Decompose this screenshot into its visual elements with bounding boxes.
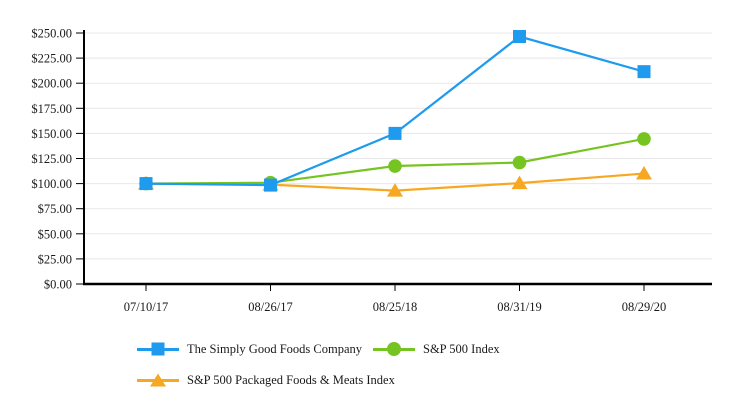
data-point-square-the-simply-good-foods-company	[513, 30, 526, 44]
y-axis-tick-label: $75.00	[38, 202, 72, 216]
data-point-triangle-s-p-500-packaged-foods-meats-index	[636, 166, 652, 180]
y-axis-tick-label: $250.00	[31, 27, 72, 41]
y-axis-tick-label: $50.00	[38, 227, 72, 241]
x-axis-tick-label: 07/10/17	[124, 300, 168, 314]
legend-label-simply-good-foods: The Simply Good Foods Company	[187, 341, 363, 356]
data-point-square-the-simply-good-foods-company	[388, 126, 402, 140]
legend-item-sp500: S&P 500 Index	[373, 340, 500, 358]
data-point-circle-s-p-500-index	[512, 155, 527, 170]
data-point-circle-s-p-500-index	[388, 159, 402, 173]
data-point-square-the-simply-good-foods-company	[139, 177, 153, 191]
legend-item-simply-good-foods: The Simply Good Foods Company	[137, 340, 362, 358]
legend-triangle-marker-icon	[137, 372, 179, 388]
legend-label-sp500: S&P 500 Index	[423, 341, 500, 356]
x-axis-tick-label: 08/26/17	[248, 300, 292, 314]
legend-square-marker-icon	[137, 341, 179, 357]
y-axis-tick-label: $225.00	[31, 52, 72, 66]
data-point-square-the-simply-good-foods-company	[637, 65, 651, 79]
chart-svg: $0.00 $25.00 $50.00 $75.00 $100.00 $125.00 $15…	[31, 27, 712, 314]
y-axis-tick-label: $125.00	[31, 152, 72, 166]
legend-label-sp500-packaged-foods: S&P 500 Packaged Foods & Meats Index	[187, 372, 395, 387]
x-axis-tick-label: 08/25/18	[373, 300, 417, 314]
x-axis-tick-label: 08/29/20	[622, 300, 666, 314]
legend-item-sp500-packaged-foods: S&P 500 Packaged Foods & Meats Index	[137, 371, 395, 389]
data-point-square-the-simply-good-foods-company	[264, 178, 277, 192]
data-point-triangle-s-p-500-packaged-foods-meats-index	[387, 183, 403, 197]
data-point-circle-s-p-500-index	[637, 132, 651, 146]
y-axis-tick-label: $150.00	[31, 127, 72, 141]
legend-circle-marker-icon	[373, 341, 415, 357]
y-axis-tick-label: $25.00	[38, 252, 72, 266]
data-point-triangle-s-p-500-packaged-foods-meats-index	[511, 175, 528, 190]
y-axis-tick-label: $100.00	[31, 177, 72, 191]
x-axis-tick-label: 08/31/19	[497, 300, 541, 314]
y-axis-tick-label: $0.00	[44, 278, 72, 292]
y-axis-tick-label: $200.00	[31, 77, 72, 91]
y-axis-tick-label: $175.00	[31, 102, 72, 116]
